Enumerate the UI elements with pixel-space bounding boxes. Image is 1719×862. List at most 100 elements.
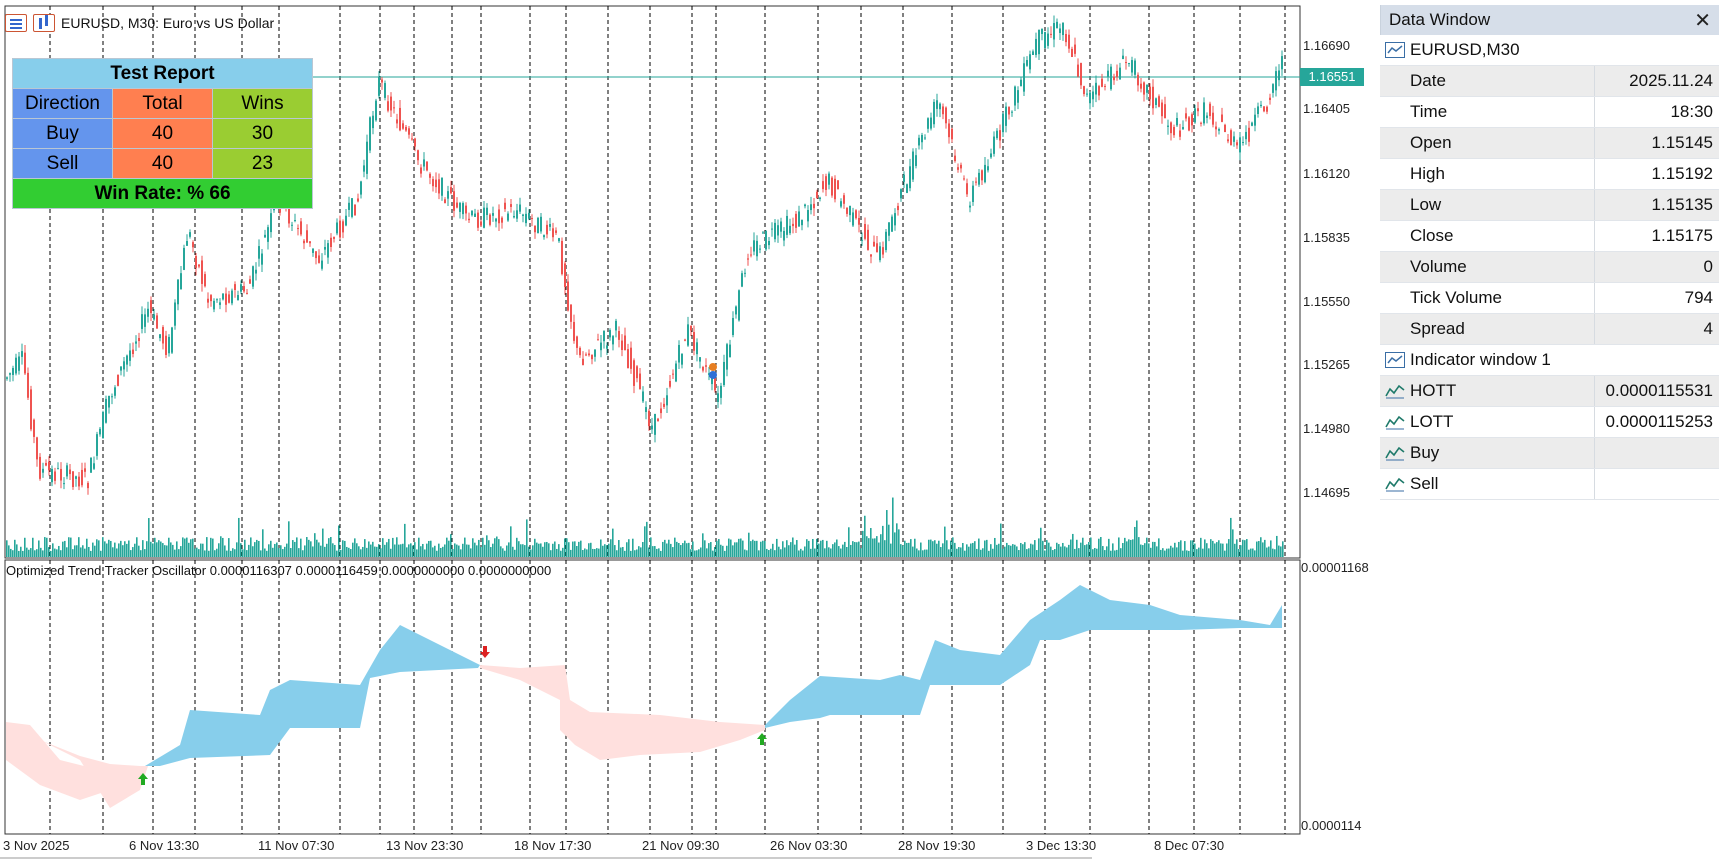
candle-body (1233, 136, 1235, 142)
candle-body (270, 213, 272, 233)
volume-bar (518, 541, 520, 557)
close-icon[interactable]: ✕ (1694, 9, 1711, 32)
volume-bar (1082, 537, 1084, 557)
candle-body (204, 274, 206, 287)
candle-body (168, 336, 170, 354)
volume-bar (386, 542, 388, 557)
candle-body (138, 337, 140, 342)
volume-bar (168, 537, 170, 557)
volume-bar (1172, 547, 1174, 557)
candle-body (702, 367, 704, 371)
volume-bar (250, 537, 252, 557)
volume-bar (658, 548, 660, 557)
volume-bar (926, 549, 928, 557)
volume-bar (544, 542, 546, 557)
volume-bar (642, 542, 644, 557)
volume-bar (874, 538, 876, 557)
volume-bar (562, 547, 564, 557)
volume-bar (1176, 547, 1178, 557)
candle-body (255, 269, 257, 274)
volume-bar (912, 546, 914, 557)
candle-body (327, 243, 329, 258)
candle-body (330, 237, 332, 248)
data-window-panel: Data Window ✕ EURUSD,M30 Date 2025.11.24 … (1380, 5, 1719, 862)
candle-body (675, 363, 677, 382)
volume-bar (1072, 533, 1074, 557)
volume-bar (854, 542, 856, 557)
volume-bar (1110, 550, 1112, 557)
symbol-label: EURUSD,M30 (1410, 40, 1520, 59)
volume-bar (128, 540, 130, 557)
volume-bar (466, 544, 468, 557)
candle-body (582, 358, 584, 366)
candle-body (693, 332, 695, 351)
volume-bar (456, 544, 458, 557)
volume-bar (242, 549, 244, 557)
candle-body (684, 339, 686, 341)
volume-bar (226, 550, 228, 557)
volume-bar (726, 545, 728, 557)
volume-bar (792, 537, 794, 557)
volume-bar (446, 537, 448, 557)
volume-bar (794, 544, 796, 557)
price-axis-label: 1.15835 (1303, 230, 1350, 245)
chart-area[interactable]: EURUSD, M30: Euro vs US Dollar Test Repo… (0, 0, 1380, 862)
candle-body (537, 217, 539, 234)
volume-bar (888, 524, 890, 557)
candle-body (990, 153, 992, 158)
candle-body (687, 324, 689, 346)
candle-body (96, 434, 98, 456)
menu-list-icon[interactable] (5, 14, 27, 32)
candle-body (546, 224, 548, 235)
volume-bar (1076, 539, 1078, 557)
volume-bar (546, 541, 548, 557)
volume-bar (1038, 538, 1040, 557)
chart-canvas[interactable] (0, 0, 1380, 862)
candle-body (744, 272, 746, 274)
volume-bar (240, 543, 242, 557)
volume-bar (944, 526, 946, 557)
volume-bar (150, 541, 152, 557)
symbol-group-row[interactable]: EURUSD,M30 (1380, 35, 1719, 66)
candle-body (516, 210, 518, 219)
volume-bar (500, 546, 502, 557)
volume-bar (24, 537, 26, 557)
candle-body (132, 349, 134, 355)
volume-bar (364, 539, 366, 557)
candle-body (603, 330, 605, 342)
volume-bar (998, 543, 1000, 557)
volume-bar (274, 543, 276, 557)
volume-bar (1148, 543, 1150, 557)
volume-bar (552, 543, 554, 557)
volume-bar (244, 539, 246, 557)
volume-bar (1280, 546, 1282, 557)
volume-bar (16, 544, 18, 557)
volume-bar (1118, 537, 1120, 557)
indicator-group-row[interactable]: Indicator window 1 (1380, 345, 1719, 376)
candle-body (1143, 82, 1145, 95)
volume-bar (766, 548, 768, 557)
chart-bars-icon[interactable] (33, 14, 55, 32)
candle-body (219, 302, 221, 305)
volume-bar (930, 539, 932, 557)
candle-body (942, 106, 944, 115)
volume-bar (310, 541, 312, 557)
candle-body (1029, 54, 1031, 70)
volume-bar (660, 550, 662, 557)
volume-bar (540, 543, 542, 557)
volume-bar (564, 538, 566, 557)
candle-body (54, 471, 56, 481)
candle-body (948, 123, 950, 138)
candle-body (75, 476, 77, 479)
volume-bar (406, 547, 408, 557)
volume-bar (650, 537, 652, 557)
volume-bar (954, 542, 956, 557)
volume-bar (54, 548, 56, 557)
volume-bar (1132, 539, 1134, 557)
volume-bar (568, 542, 570, 557)
volume-bar (176, 541, 178, 557)
candle-body (1248, 127, 1250, 142)
candle-body (324, 246, 326, 250)
volume-bar (574, 541, 576, 557)
candle-body (978, 172, 980, 185)
